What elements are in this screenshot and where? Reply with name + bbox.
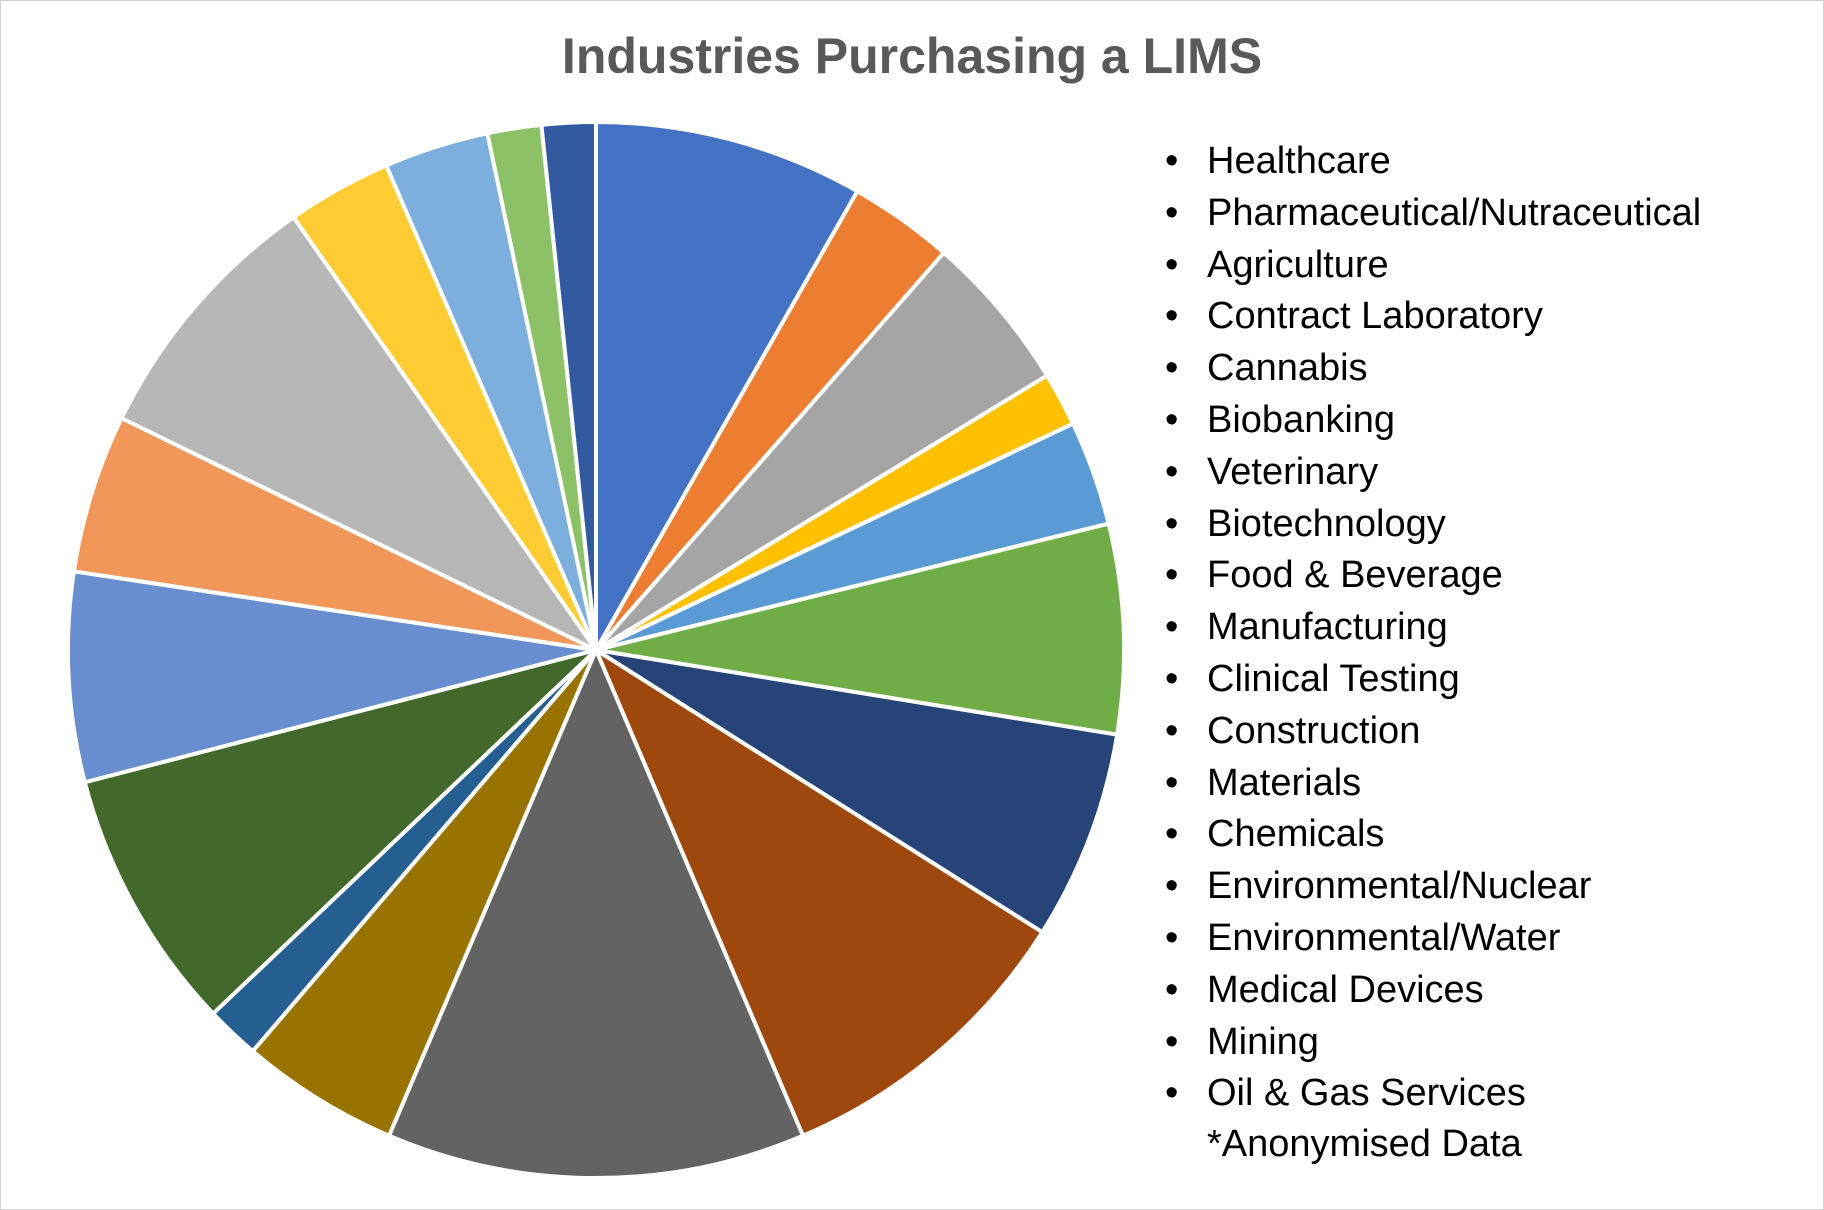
pie-slice-materials [66,569,598,785]
pie-slice-biobanking [594,521,1126,737]
bullet-icon: • [1165,916,1179,959]
legend-item: • Mining [1165,1017,1701,1069]
bullet-icon: • [1165,968,1179,1011]
bullet-icon: • [1165,813,1179,856]
legend-label: Medical Devices [1207,968,1484,1011]
legend-label: Environmental/Nuclear [1207,865,1592,908]
legend-item: • Environmental/Nuclear [1165,861,1701,913]
legend-item: • Materials [1165,758,1701,810]
legend-label: Chemicals [1207,813,1385,856]
bullet-icon: • [1165,1020,1179,1063]
legend-item: • Food & Beverage [1165,550,1701,602]
legend-item: • Chemicals [1165,809,1701,861]
legend-item: • Pharmaceutical/Nutraceutical [1165,188,1701,240]
bullet-icon: • [1165,140,1179,182]
pie-slice-biotechnology [594,648,1045,1138]
bullet-icon: • [1165,243,1179,286]
legend-label: Cannabis [1207,347,1368,390]
bullet-icon: • [1165,865,1179,908]
footnote: *Anonymised Data [1207,1123,1522,1165]
bullet-icon: • [1165,606,1179,649]
legend-item: • Environmental/Water [1165,913,1701,965]
chart-title: Industries Purchasing a LIMS [561,28,1263,84]
legend-label: Contract Laboratory [1207,295,1543,338]
legend-label: Materials [1207,761,1362,804]
bullet-icon: • [1165,502,1179,545]
legend-label: Biotechnology [1207,502,1446,545]
legend-item: • Veterinary [1165,447,1701,499]
bullet-icon: • [1165,1072,1179,1115]
bullet-icon: • [1165,398,1179,441]
legend-item: • Biobanking [1165,395,1701,447]
legend-item: • Contract Laboratory [1165,291,1701,343]
legend-item: • Agriculture [1165,240,1701,292]
legend-label: Environmental/Water [1207,916,1561,959]
legend-label: Food & Beverage [1207,554,1503,597]
bullet-icon: • [1165,709,1179,752]
legend-item: • Cannabis [1165,343,1701,395]
legend-item: • Manufacturing [1165,602,1701,654]
legend-label: Agriculture [1207,243,1389,286]
legend-item: • Construction [1165,706,1701,758]
bullet-icon: • [1165,657,1179,700]
legend-item: • Oil & Gas Services [1165,1068,1701,1120]
legend-label: Biobanking [1207,398,1396,441]
pie-slice-food-beverage [387,648,805,1180]
legend: • Healthcare • Pharmaceutical/Nutraceutical… [1165,136,1701,1120]
bullet-icon: • [1165,450,1179,493]
pie-slice-environmental-nuclear [119,215,598,652]
bullet-icon: • [1165,191,1179,234]
legend-label: Construction [1207,709,1421,752]
pie-slice-agriculture [594,250,1050,652]
pie-slice-construction [82,648,598,1016]
bullet-icon: • [1165,347,1179,390]
legend-item: • Healthcare [1165,136,1701,188]
legend-label: Veterinary [1207,450,1379,493]
pie-slice-chemicals [71,416,598,652]
legend-label: Oil & Gas Services [1207,1072,1526,1115]
bullet-icon: • [1165,761,1179,804]
legend-label: Pharmaceutical/Nutraceutical [1207,191,1702,234]
legend-label: Manufacturing [1207,606,1448,649]
legend-label: Clinical Testing [1207,657,1460,700]
bullet-icon: • [1165,295,1179,338]
legend-item: • Clinical Testing [1165,654,1701,706]
legend-label: Mining [1207,1020,1319,1063]
pie-slice-healthcare [594,120,860,652]
legend-label: Healthcare [1207,140,1391,182]
pie-slice-oil-gas-services [539,120,598,652]
legend-item: • Biotechnology [1165,499,1701,551]
pie-slice-veterinary [594,648,1120,935]
bullet-icon: • [1165,554,1179,597]
legend-item: • Medical Devices [1165,965,1701,1017]
pie-slice-manufacturing [250,648,598,1138]
